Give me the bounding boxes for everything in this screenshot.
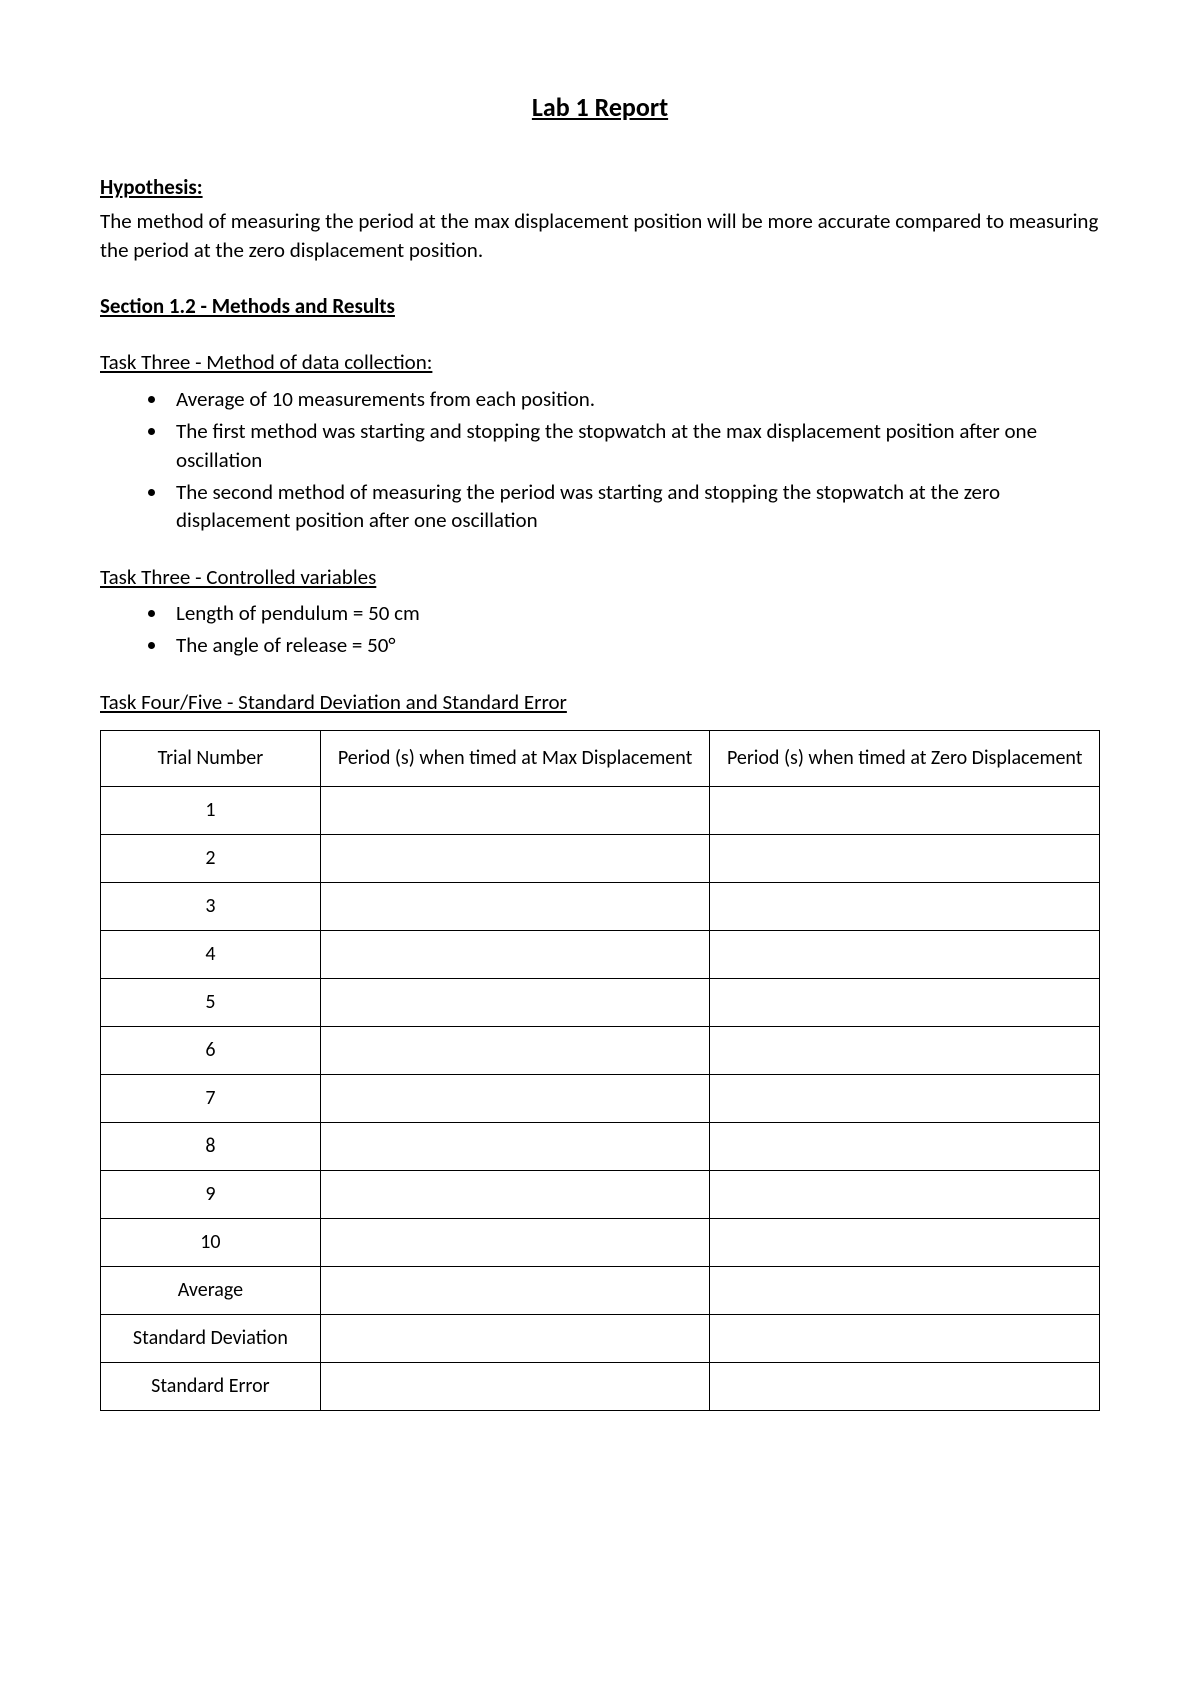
cell-zero bbox=[710, 834, 1100, 882]
table-row: 3 bbox=[101, 882, 1100, 930]
cell-trial-label: Standard Error bbox=[101, 1362, 321, 1410]
table-row: 9 bbox=[101, 1170, 1100, 1218]
cell-trial-label: 5 bbox=[101, 978, 321, 1026]
hypothesis-text: The method of measuring the period at th… bbox=[100, 207, 1100, 264]
list-item: The first method was starting and stoppi… bbox=[168, 417, 1100, 474]
list-item: The second method of measuring the perio… bbox=[168, 478, 1100, 535]
cell-zero bbox=[710, 930, 1100, 978]
table-row: 5 bbox=[101, 978, 1100, 1026]
table-header-row: Trial Number Period (s) when timed at Ma… bbox=[101, 730, 1100, 786]
cell-zero bbox=[710, 1218, 1100, 1266]
table-row: 7 bbox=[101, 1074, 1100, 1122]
task45-heading: Task Four/Five - Standard Deviation and … bbox=[100, 688, 1100, 716]
task3-method-list: Average of 10 measurements from each pos… bbox=[100, 385, 1100, 535]
list-item: Average of 10 measurements from each pos… bbox=[168, 385, 1100, 413]
cell-trial-label: 6 bbox=[101, 1026, 321, 1074]
list-item: The angle of release = 50° bbox=[168, 631, 1100, 659]
table-row: Average bbox=[101, 1266, 1100, 1314]
cell-trial-label: Average bbox=[101, 1266, 321, 1314]
task3-controlled-heading: Task Three - Controlled variables bbox=[100, 563, 1100, 591]
cell-max bbox=[320, 1074, 710, 1122]
cell-trial-label: 2 bbox=[101, 834, 321, 882]
table-row: 6 bbox=[101, 1026, 1100, 1074]
col-header-zero: Period (s) when timed at Zero Displaceme… bbox=[710, 730, 1100, 786]
cell-zero bbox=[710, 786, 1100, 834]
col-header-trial: Trial Number bbox=[101, 730, 321, 786]
cell-zero bbox=[710, 882, 1100, 930]
cell-trial-label: Standard Deviation bbox=[101, 1314, 321, 1362]
task3-method-heading: Task Three - Method of data collection: bbox=[100, 348, 1100, 376]
cell-trial-label: 4 bbox=[101, 930, 321, 978]
cell-zero bbox=[710, 1266, 1100, 1314]
cell-max bbox=[320, 1026, 710, 1074]
table-row: Standard Deviation bbox=[101, 1314, 1100, 1362]
cell-max bbox=[320, 1122, 710, 1170]
cell-zero bbox=[710, 1170, 1100, 1218]
table-row: 8 bbox=[101, 1122, 1100, 1170]
cell-max bbox=[320, 786, 710, 834]
cell-max bbox=[320, 1170, 710, 1218]
cell-trial-label: 10 bbox=[101, 1218, 321, 1266]
cell-zero bbox=[710, 1122, 1100, 1170]
hypothesis-heading: Hypothesis: bbox=[100, 173, 1100, 201]
col-header-max: Period (s) when timed at Max Displacemen… bbox=[320, 730, 710, 786]
cell-max bbox=[320, 1314, 710, 1362]
doc-title: Lab 1 Report bbox=[100, 90, 1100, 125]
table-row: 2 bbox=[101, 834, 1100, 882]
cell-trial-label: 9 bbox=[101, 1170, 321, 1218]
cell-max bbox=[320, 1266, 710, 1314]
cell-max bbox=[320, 978, 710, 1026]
list-item: Length of pendulum = 50 cm bbox=[168, 599, 1100, 627]
cell-trial-label: 7 bbox=[101, 1074, 321, 1122]
table-row: 10 bbox=[101, 1218, 1100, 1266]
cell-trial-label: 1 bbox=[101, 786, 321, 834]
task3-controlled-list: Length of pendulum = 50 cm The angle of … bbox=[100, 599, 1100, 660]
cell-max bbox=[320, 1218, 710, 1266]
cell-zero bbox=[710, 1314, 1100, 1362]
cell-max bbox=[320, 882, 710, 930]
cell-max bbox=[320, 930, 710, 978]
cell-trial-label: 3 bbox=[101, 882, 321, 930]
cell-zero bbox=[710, 1074, 1100, 1122]
section-1-2-heading: Section 1.2 - Methods and Results bbox=[100, 292, 1100, 320]
cell-zero bbox=[710, 1026, 1100, 1074]
cell-max bbox=[320, 1362, 710, 1410]
cell-trial-label: 8 bbox=[101, 1122, 321, 1170]
cell-zero bbox=[710, 978, 1100, 1026]
table-row: 1 bbox=[101, 786, 1100, 834]
table-row: 4 bbox=[101, 930, 1100, 978]
page: Lab 1 Report Hypothesis: The method of m… bbox=[0, 0, 1200, 1695]
data-table: Trial Number Period (s) when timed at Ma… bbox=[100, 730, 1100, 1411]
cell-zero bbox=[710, 1362, 1100, 1410]
table-row: Standard Error bbox=[101, 1362, 1100, 1410]
cell-max bbox=[320, 834, 710, 882]
